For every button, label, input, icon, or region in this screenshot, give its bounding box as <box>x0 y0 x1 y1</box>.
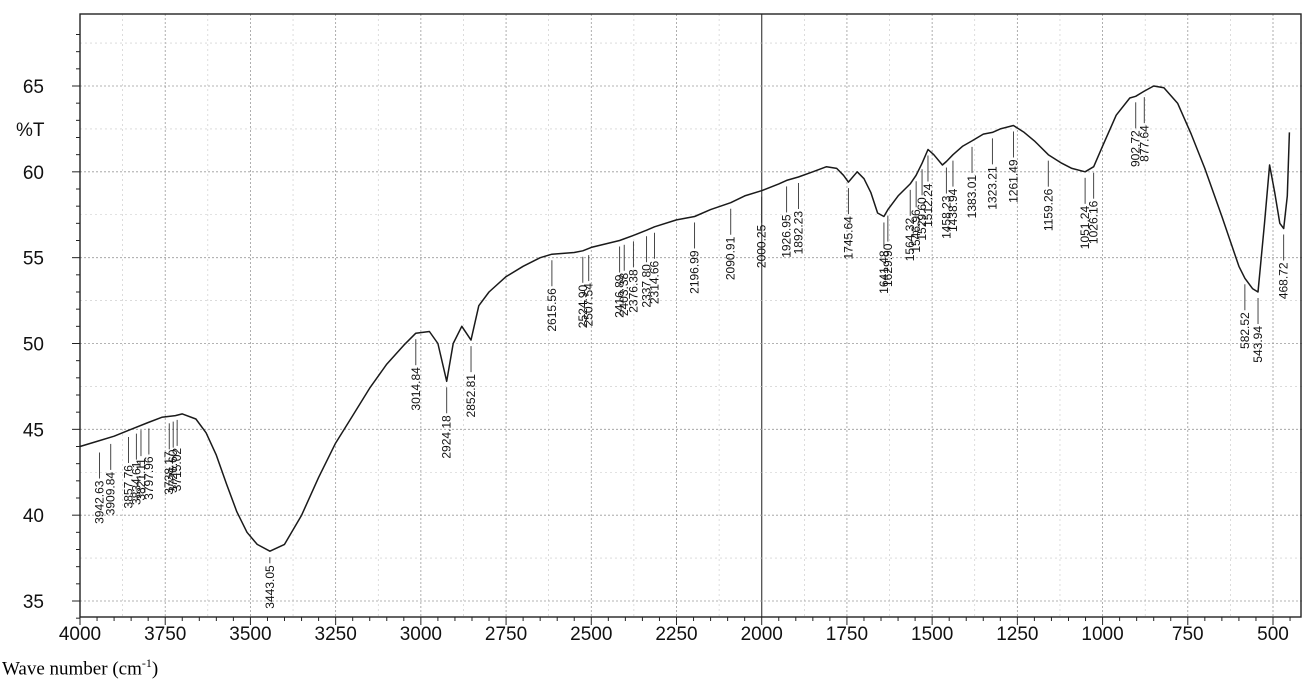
spectrum-line-layer <box>79 85 1291 552</box>
peak-label: 2314.66 <box>647 260 661 304</box>
y-tick-label: 50 <box>23 335 44 356</box>
x-axis-label-main: Wave number (cm <box>2 658 142 680</box>
peak-label: 468.72 <box>1277 262 1291 299</box>
x-tick-label: 2250 <box>655 624 697 645</box>
peak-label: 1323.21 <box>985 166 999 210</box>
spectrum-line <box>79 85 1291 552</box>
peak-label: 902.72 <box>1129 130 1143 167</box>
plot-frame <box>79 13 1302 618</box>
peak-label: 1026.16 <box>1087 200 1101 244</box>
peak-label: 543.94 <box>1251 326 1265 363</box>
y-tick-label: 40 <box>23 506 44 527</box>
peak-label: 877.64 <box>1137 125 1151 162</box>
peak-label: 1383.01 <box>965 175 979 219</box>
axes: 35 40 45 50 55 60 65 4000 3750 3500 3250 3000 2750 25… <box>23 13 1302 645</box>
y-tick-label: 55 <box>23 249 44 270</box>
peak-label: 2524.90 <box>576 284 590 328</box>
x-tick-label: 3750 <box>144 624 186 645</box>
peak-label: 3726.60 <box>166 449 180 493</box>
x-axis-label: Wave number (cm-1) <box>2 656 158 680</box>
peak-label: 3909.84 <box>104 472 118 516</box>
peak-label: 1438.94 <box>946 188 960 232</box>
peak-label: 1564.32 <box>903 218 917 262</box>
peak-label: 1261.49 <box>1006 159 1020 203</box>
x-tick-label: 1250 <box>996 624 1038 645</box>
x-tick-label: 500 <box>1257 624 1289 645</box>
x-tick-label: 3250 <box>315 624 357 645</box>
x-tick-label: 1000 <box>1081 624 1123 645</box>
peak-label: 1641.48 <box>877 250 891 294</box>
peak-label: 1529.60 <box>915 197 929 241</box>
peak-label: 3857.76 <box>121 465 135 509</box>
peak-label: 2507.54 <box>582 283 596 327</box>
peak-label: 3821.11 <box>134 458 148 501</box>
x-tick-label: 1500 <box>911 624 953 645</box>
peak-label: 3834.61 <box>129 461 143 505</box>
peak-label: 2196.99 <box>688 250 702 294</box>
peak-label: 1745.64 <box>841 216 855 260</box>
peak-label: 2000.25 <box>755 224 769 268</box>
grid <box>80 14 1302 617</box>
peak-label: 2615.56 <box>545 288 559 332</box>
y-tick-label: 35 <box>23 592 44 613</box>
x-tick-label: 3500 <box>229 624 271 645</box>
y-axis-label: %T <box>16 120 45 141</box>
peak-label: 3738.17 <box>162 451 176 495</box>
peak-label: 3014.84 <box>409 367 423 411</box>
peak-label: 1458.23 <box>939 195 953 239</box>
peak-label: 1159.26 <box>1041 188 1055 231</box>
peak-label: 2376.38 <box>626 269 640 313</box>
peak-label: 2337.80 <box>640 264 654 308</box>
peak-label: 2924.18 <box>440 415 454 459</box>
peak-label: 2403.38 <box>617 272 631 316</box>
peak-label: 2416.89 <box>613 274 627 318</box>
peak-label: 1629.90 <box>881 243 895 287</box>
peak-label: 1892.23 <box>791 211 805 255</box>
y-tick-label: 45 <box>23 420 44 441</box>
peak-label: 1051.24 <box>1078 206 1092 250</box>
peak-label: 2852.81 <box>464 374 478 418</box>
x-tick-label: 2500 <box>570 624 612 645</box>
peak-label: 2090.91 <box>724 236 738 280</box>
peak-label: 3715.02 <box>170 448 184 492</box>
y-tick-label: 65 <box>23 77 44 98</box>
x-tick-label: 3000 <box>400 624 442 645</box>
peak-label: 3443.05 <box>263 565 277 609</box>
peak-label: 1546.96 <box>909 209 923 253</box>
peak-label: 3797.96 <box>142 456 156 500</box>
peak-label: 1512.24 <box>921 183 935 227</box>
peak-label: 1926.95 <box>780 214 794 258</box>
x-axis-label-superscript: -1 <box>141 656 152 670</box>
x-tick-label: 2750 <box>485 624 527 645</box>
x-tick-label: 4000 <box>59 624 101 645</box>
peak-label: 3942.63 <box>93 480 107 524</box>
x-tick-label: 2000 <box>741 624 783 645</box>
x-tick-label: 1750 <box>826 624 868 645</box>
peak-label: 582.52 <box>1238 312 1252 349</box>
x-axis-label-tail: ) <box>151 658 159 680</box>
x-tick-label: 750 <box>1172 624 1204 645</box>
y-tick-label: 60 <box>23 163 44 184</box>
